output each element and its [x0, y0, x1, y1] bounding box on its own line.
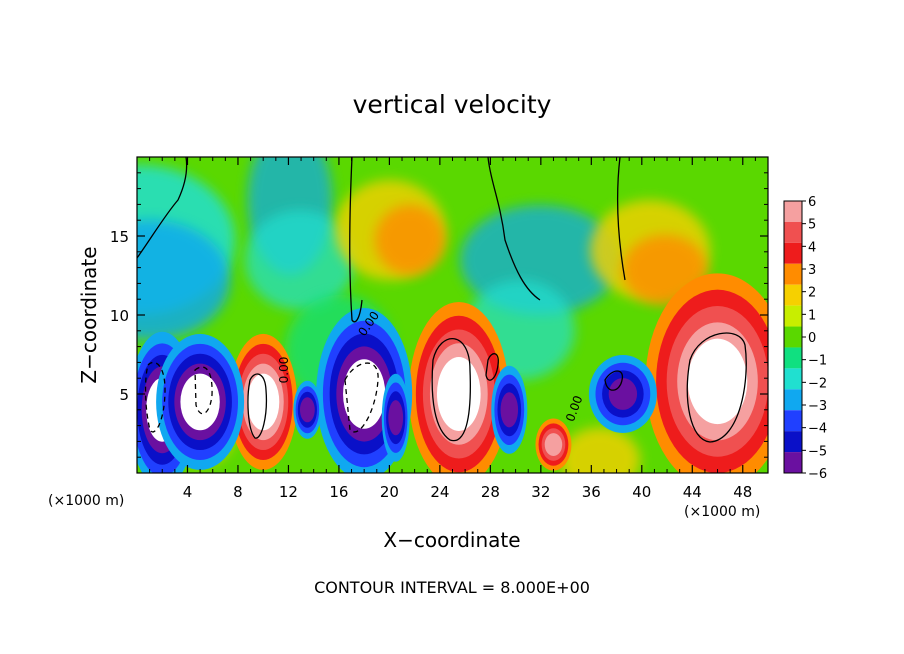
chart-title: vertical velocity — [353, 90, 552, 119]
secondary-cell — [299, 397, 315, 423]
zero-contour-right — [616, 157, 626, 281]
updraft-core — [436, 357, 481, 431]
colorbar-tick-label: 2 — [808, 286, 816, 301]
field-shading — [375, 205, 445, 275]
colorbar-tick-label: −1 — [808, 354, 827, 369]
colorbar-tick-label: −4 — [808, 422, 827, 437]
field-shading — [245, 210, 355, 310]
colorbar-tick-label: 6 — [808, 195, 816, 210]
x-axis: 4 8 12 16 20 24 28 32 36 40 44 48 — [149, 157, 756, 501]
colorbar-swatch — [784, 368, 802, 390]
secondary-cell — [608, 378, 638, 410]
updraft-core — [687, 338, 748, 425]
colorbar-tick-label: −2 — [808, 376, 827, 391]
velocity-field — [137, 157, 768, 473]
y-axis-label: Z−coordinate — [77, 246, 101, 383]
zero-contour-mid — [349, 157, 363, 323]
x-tick-label: 28 — [481, 483, 500, 501]
field-shading — [137, 220, 230, 340]
colorbar-tick-label: −6 — [808, 467, 827, 482]
x-tick-label: 36 — [582, 483, 601, 501]
contour-small-1 — [485, 353, 499, 381]
x-tick-label: 8 — [233, 483, 243, 501]
colorbar-swatch — [784, 242, 802, 264]
colorbar-swatch — [784, 452, 802, 473]
colorbar-swatch — [784, 284, 802, 306]
contour-dashed-2 — [194, 366, 213, 415]
x-tick-label: 4 — [183, 483, 193, 501]
colorbar-tick-label: 3 — [808, 263, 816, 278]
zero-contour-mid2 — [487, 157, 541, 301]
colorbar-swatch — [784, 201, 802, 222]
y-tick-label: 5 — [119, 386, 129, 404]
contour-label-1: 0.00 — [277, 357, 291, 384]
contour-core-1 — [431, 337, 471, 442]
plot-area: 0.00 0.00 0.00 — [137, 157, 768, 473]
colorbar-tick-label: −5 — [808, 444, 827, 459]
contour-interval-note: CONTOUR INTERVAL = 8.000E+00 — [314, 578, 590, 597]
x-tick-label: 44 — [683, 483, 702, 501]
x-tick-label: 40 — [632, 483, 651, 501]
x-unit-right: (×1000 m) — [684, 504, 760, 520]
downdraft-core — [343, 359, 386, 429]
x-axis-label: X−coordinate — [383, 528, 520, 552]
contour-core-2 — [686, 332, 747, 443]
x-tick-label: 48 — [733, 483, 752, 501]
contour-dashed-3 — [344, 362, 379, 433]
colorbar-swatch — [784, 410, 802, 432]
x-unit-left: (×1000 m) — [48, 493, 124, 509]
colorbar-swatch — [784, 389, 802, 411]
updraft-core — [247, 373, 280, 431]
colorbar-swatch — [784, 431, 802, 453]
x-tick-label: 16 — [329, 483, 348, 501]
x-tick-label: 32 — [531, 483, 550, 501]
colorbar-tick-label: 4 — [808, 240, 816, 255]
x-tick-label: 12 — [279, 483, 298, 501]
colorbar-swatch — [784, 221, 802, 243]
contour-small-2 — [604, 370, 624, 391]
x-tick-label: 20 — [380, 483, 399, 501]
secondary-cell — [544, 433, 563, 457]
colorbar-tick-label: 1 — [808, 308, 816, 323]
y-tick-label: 10 — [110, 307, 129, 325]
x-tick-label: 24 — [430, 483, 449, 501]
colorbar-tick-label: 0 — [808, 331, 816, 346]
downdraft-core — [180, 373, 220, 431]
secondary-cell — [388, 400, 404, 436]
colorbar-tick-label: −3 — [808, 399, 827, 414]
y-axis: 5 10 15 — [110, 172, 768, 458]
contour-lines — [137, 157, 747, 443]
colorbar-swatch — [784, 305, 802, 327]
secondary-cell — [500, 392, 519, 428]
contour-dashed-1 — [144, 361, 166, 433]
y-tick-label: 15 — [110, 228, 129, 246]
colorbar-swatch — [784, 326, 802, 348]
colorbar-swatch — [784, 347, 802, 369]
contour-core-3 — [247, 373, 268, 439]
colorbar-swatch — [784, 263, 802, 285]
colorbar-tick-label: 5 — [808, 218, 816, 233]
field-shading — [560, 427, 640, 473]
zero-contour-left — [137, 157, 188, 259]
colorbar: 6 5 4 3 2 1 0 −1 −2 −3 −4 −5 −6 — [783, 195, 827, 482]
